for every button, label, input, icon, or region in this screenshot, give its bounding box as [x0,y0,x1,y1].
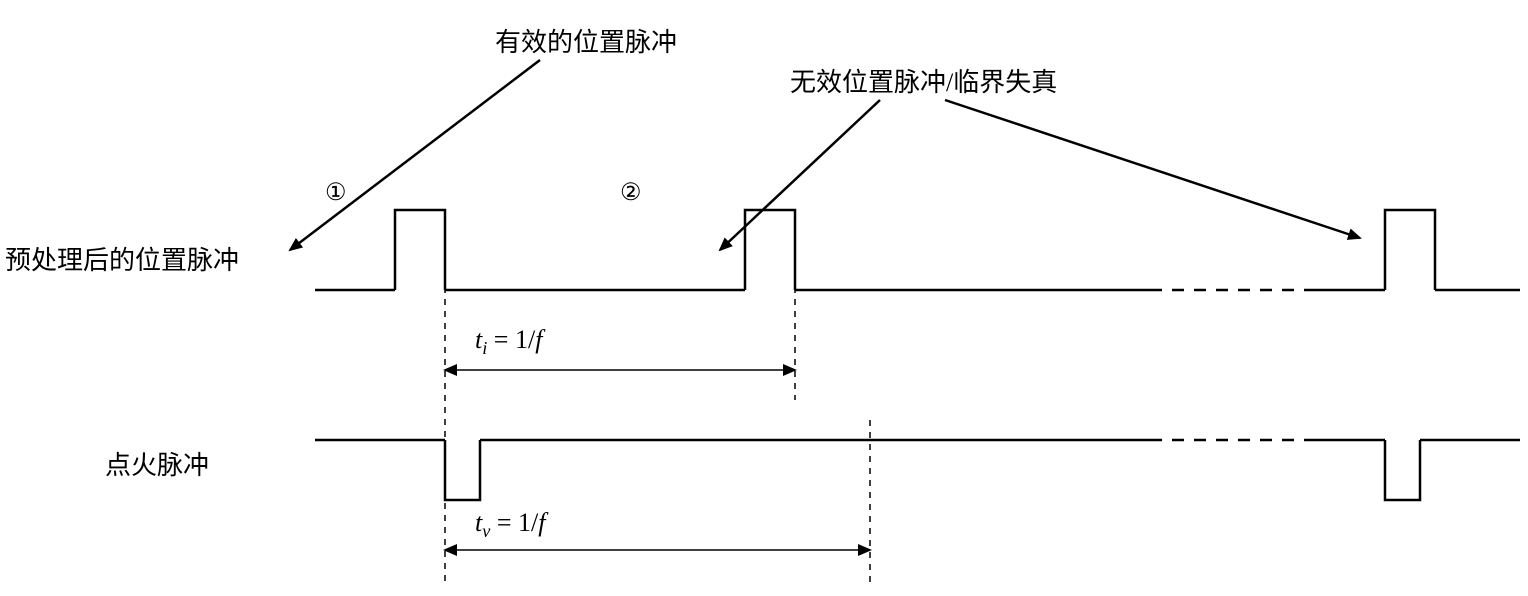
diagram-svg [0,0,1528,596]
